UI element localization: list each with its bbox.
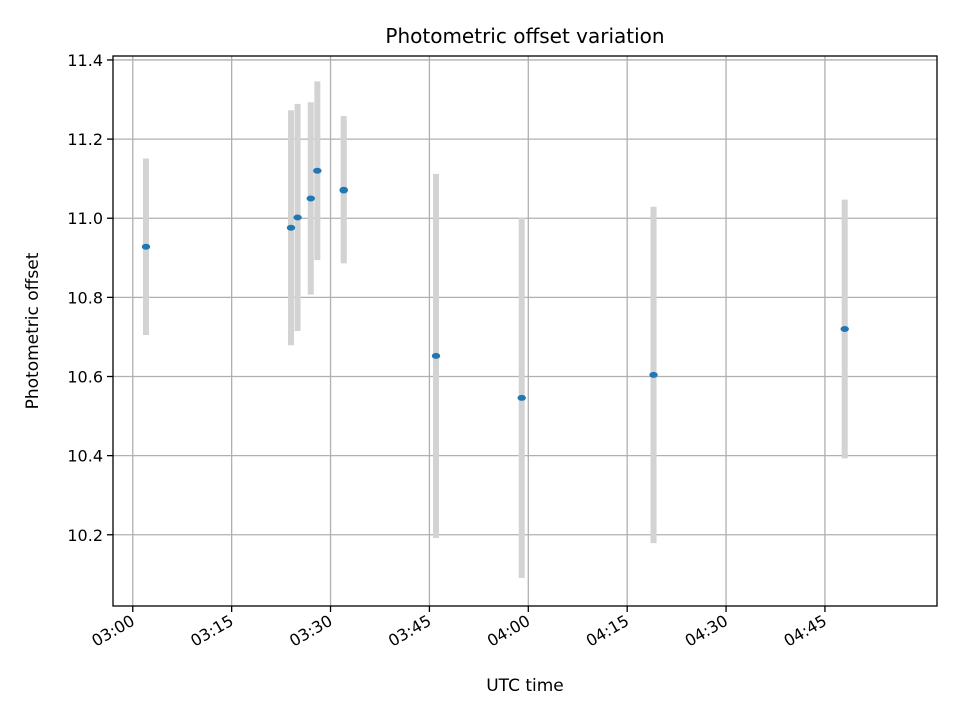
data-point bbox=[517, 394, 526, 401]
grid-lines bbox=[113, 56, 937, 606]
y-tick-label: 11.2 bbox=[67, 130, 103, 149]
y-tick-label: 11.4 bbox=[67, 51, 103, 70]
data-point bbox=[313, 167, 322, 174]
data-point bbox=[431, 352, 441, 359]
plot-frame bbox=[112, 55, 938, 607]
x-tick-label: 04:30 bbox=[682, 611, 731, 651]
y-axis-ticks: 10.2 10.4 10.6 10.8 11.0 11.2 11.4 bbox=[67, 51, 113, 545]
x-tick-label: 04:15 bbox=[583, 611, 632, 651]
data-point bbox=[141, 243, 151, 250]
x-axis-ticks: 03:00 03:15 03:30 03:45 04:00 04:15 04:30 04:45 bbox=[88, 606, 830, 651]
data-point bbox=[306, 195, 315, 202]
data-point bbox=[649, 371, 658, 378]
x-tick-label: 03:15 bbox=[187, 611, 236, 651]
y-tick-label: 10.2 bbox=[67, 526, 103, 545]
error-bars bbox=[142, 81, 848, 578]
x-tick-label: 04:00 bbox=[484, 611, 533, 651]
data-point bbox=[286, 224, 296, 231]
data-point bbox=[293, 214, 302, 221]
x-axis-label: UTC time bbox=[486, 676, 564, 696]
x-tick-label: 03:30 bbox=[286, 611, 335, 651]
y-tick-label: 10.8 bbox=[67, 288, 103, 307]
chart-title: Photometric offset variation bbox=[385, 24, 664, 48]
y-tick-label: 10.6 bbox=[67, 368, 103, 387]
data-points bbox=[141, 167, 849, 401]
x-tick-label: 04:45 bbox=[781, 611, 830, 651]
y-tick-label: 11.0 bbox=[67, 209, 103, 228]
data-point bbox=[840, 326, 849, 333]
data-point bbox=[339, 187, 348, 194]
x-tick-label: 03:45 bbox=[385, 611, 434, 651]
y-axis-label: Photometric offset bbox=[23, 252, 43, 409]
y-tick-label: 10.4 bbox=[67, 447, 103, 466]
x-tick-label: 03:00 bbox=[88, 611, 137, 651]
